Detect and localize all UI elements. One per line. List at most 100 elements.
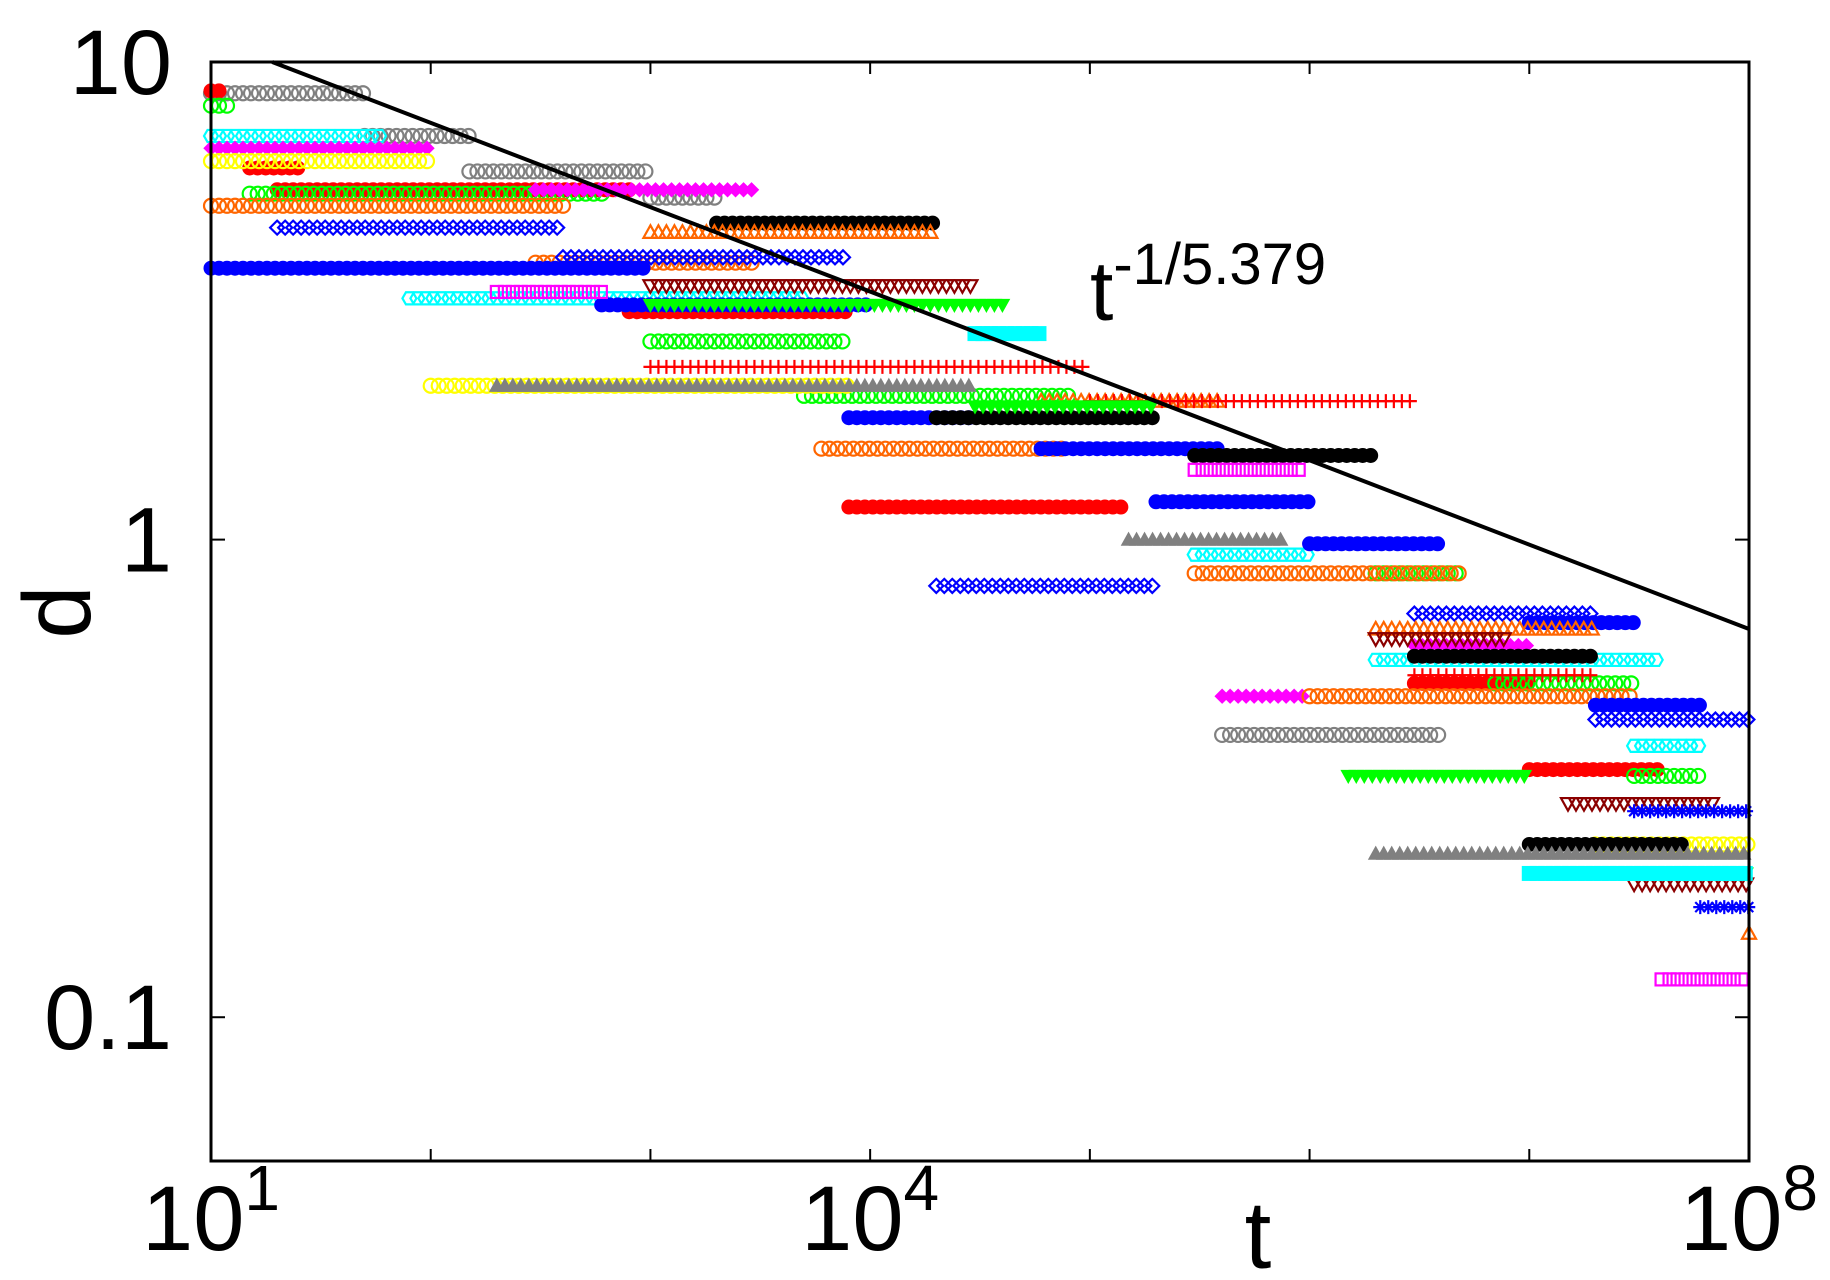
data-point	[642, 333, 659, 350]
data-point	[266, 153, 284, 170]
data-point	[1701, 900, 1716, 915]
data-point	[722, 333, 739, 350]
data-point	[690, 333, 707, 350]
data-point	[306, 197, 324, 214]
data-point	[1517, 688, 1534, 705]
data-point	[1625, 615, 1641, 631]
data-point	[1242, 565, 1259, 582]
series-16	[967, 326, 1753, 881]
data-point	[525, 163, 542, 180]
data-point	[1274, 565, 1291, 582]
data-point	[933, 440, 950, 457]
data-point	[481, 185, 498, 202]
data-point	[370, 153, 388, 170]
data-point	[1330, 565, 1347, 582]
data-point	[989, 440, 1006, 457]
data-point	[1230, 726, 1247, 744]
data-point	[909, 440, 926, 457]
data-point	[1398, 726, 1415, 744]
data-point	[377, 185, 394, 202]
data-point	[1461, 688, 1478, 705]
y-tick-label: 1	[121, 490, 172, 592]
data-point	[469, 163, 486, 180]
data-point	[925, 440, 942, 457]
data-point	[762, 333, 779, 350]
data-point	[577, 284, 592, 300]
data-point	[1501, 688, 1518, 705]
data-point	[386, 197, 404, 214]
data-point	[1349, 688, 1366, 705]
data-point	[1723, 804, 1738, 819]
data-point	[428, 127, 445, 145]
data-point	[1549, 688, 1566, 705]
data-point	[537, 284, 552, 300]
data-point	[593, 284, 608, 300]
data-point	[1218, 565, 1235, 582]
data-point	[1557, 688, 1574, 705]
data-point	[346, 153, 364, 170]
data-point	[401, 185, 418, 202]
data-point	[354, 153, 372, 170]
data-point	[877, 440, 894, 457]
data-point	[778, 333, 795, 350]
data-point	[1362, 565, 1379, 582]
data-point	[754, 333, 771, 350]
data-point	[489, 284, 504, 300]
data-point	[425, 185, 442, 202]
data-point	[997, 440, 1014, 457]
series-12	[489, 377, 1752, 860]
data-point	[370, 128, 388, 144]
data-point	[1222, 726, 1239, 744]
data-point	[458, 197, 476, 214]
x-tick-label-exponent: 4	[904, 1152, 940, 1224]
data-point	[1113, 499, 1129, 515]
data-point	[746, 333, 763, 350]
data-point	[1290, 565, 1307, 582]
data-point	[249, 185, 266, 202]
data-point	[1666, 767, 1683, 785]
data-point	[226, 197, 244, 214]
data-point	[1699, 804, 1714, 819]
data-point	[298, 85, 316, 102]
data-point	[218, 97, 236, 114]
data-point	[1326, 726, 1343, 744]
data-point	[1354, 565, 1371, 582]
data-point	[501, 163, 518, 180]
data-point	[1442, 565, 1459, 582]
data-point	[1370, 565, 1387, 582]
data-point	[298, 197, 316, 214]
data-point	[1341, 688, 1358, 705]
data-point	[1541, 688, 1558, 705]
data-point	[1675, 804, 1690, 819]
data-point	[394, 197, 412, 214]
data-point	[1650, 767, 1667, 785]
data-point	[1314, 565, 1331, 582]
data-point	[393, 185, 410, 202]
data-point	[1738, 710, 1756, 729]
data-point	[1219, 462, 1234, 477]
data-point	[1516, 769, 1533, 784]
data-point	[370, 197, 388, 214]
data-point	[273, 185, 290, 202]
data-point	[466, 197, 484, 214]
data-point	[482, 197, 500, 214]
data-point	[1674, 767, 1691, 785]
data-point	[258, 85, 276, 102]
x-tick-label: 108	[1680, 1152, 1818, 1270]
data-point	[330, 153, 348, 170]
data-point	[314, 197, 332, 214]
data-point	[981, 440, 998, 457]
data-point	[337, 185, 354, 202]
data-point	[1262, 726, 1279, 744]
data-point	[1266, 565, 1283, 582]
data-point	[361, 185, 378, 202]
data-point	[513, 185, 530, 202]
data-point	[1690, 767, 1707, 785]
data-point	[1390, 726, 1407, 744]
data-point	[489, 185, 506, 202]
data-point	[1363, 448, 1379, 464]
data-point	[1381, 688, 1398, 705]
data-point	[1582, 619, 1601, 636]
